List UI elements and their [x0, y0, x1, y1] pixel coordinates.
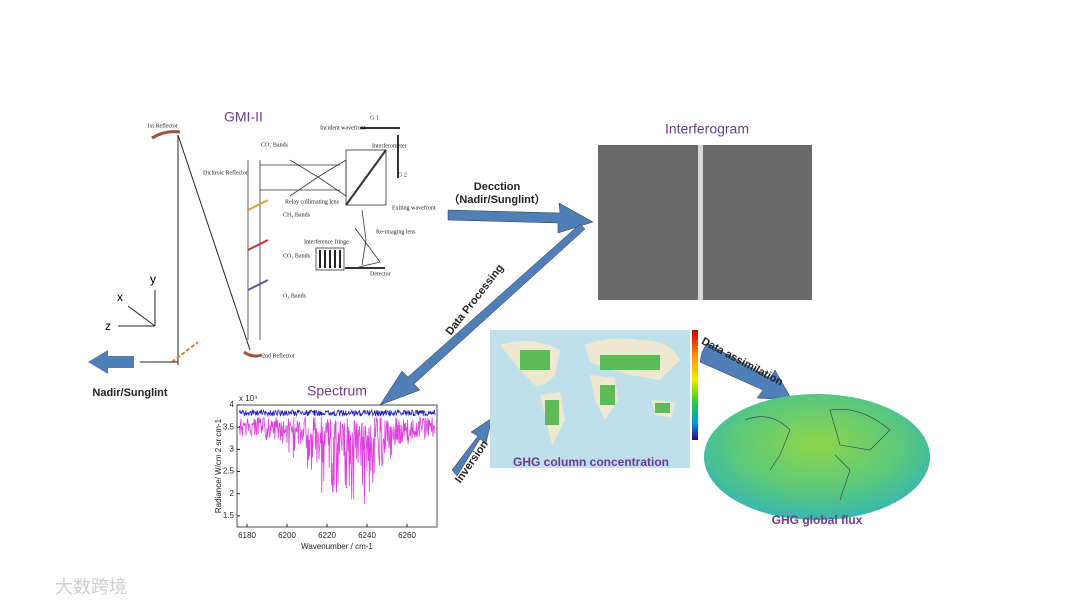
- y-tick-label: 4: [230, 400, 235, 409]
- axis-label: x: [117, 290, 123, 304]
- axis-scale: x 10⁴: [239, 394, 258, 403]
- y-tick-label: 3: [230, 444, 235, 453]
- x-tick-label: 6180: [238, 531, 256, 540]
- x-axis-label: Wavenumber / cm-1: [301, 542, 373, 551]
- label: Dichroic Reflector: [203, 169, 248, 176]
- y-tick-label: 3.5: [223, 422, 235, 431]
- title: GHG column concentration: [513, 455, 669, 469]
- reflector-system: [88, 130, 263, 374]
- label: G 1: [370, 115, 379, 121]
- label: O₂ Bands: [283, 293, 307, 299]
- label: G 2: [398, 172, 407, 178]
- axis-label: y: [150, 272, 156, 286]
- spectrum-curve: [238, 415, 436, 505]
- label: CO₂ Bands: [283, 253, 311, 259]
- colorbar: [692, 330, 698, 440]
- x-tick-label: 6220: [318, 531, 336, 540]
- watermark: 大数跨境: [55, 577, 127, 597]
- title: GHG global flux: [772, 513, 863, 527]
- x-tick-label: 6200: [278, 531, 296, 540]
- label: 2nd Reflector: [262, 352, 295, 359]
- arrow: [379, 223, 586, 406]
- y-axis-label: Radiance/ W/cm 2 sr cm-1: [214, 418, 223, 513]
- label: Detector: [370, 271, 391, 277]
- x-tick-label: 6240: [358, 531, 376, 540]
- y-tick-label: 2.5: [223, 467, 235, 476]
- label: Decction: [474, 181, 521, 193]
- label: Interferometer: [372, 142, 407, 149]
- y-tick-label: 2: [230, 489, 235, 498]
- plot-frame: [236, 404, 438, 528]
- label: CO₂ Bands: [261, 142, 289, 148]
- label: Incident wavefront: [320, 124, 366, 131]
- label: Nadir/Sunglint: [92, 387, 168, 399]
- x-tick-label: 6260: [398, 531, 416, 540]
- observations: [520, 350, 670, 425]
- y-tick-label: 1.5: [223, 511, 235, 520]
- globe: [704, 394, 930, 520]
- label: Exiting wavefront: [392, 204, 436, 211]
- label: Re-imaging lens: [376, 229, 416, 235]
- globe-coastlines: [744, 408, 891, 501]
- label: Relay collimating lens: [285, 199, 340, 205]
- title: GMI-II: [224, 109, 263, 125]
- arrow: [447, 202, 594, 234]
- title: Interferogram: [665, 121, 749, 137]
- fringe-center: [698, 145, 703, 300]
- label: CH₄ Bands: [283, 212, 311, 218]
- label: 1st Reflector: [147, 122, 178, 129]
- label: Interference fringe: [304, 238, 349, 245]
- spectrum-chart: 1.5 2 2.5 3 3.5 4 6180 6200 6220 6240 6260 x 10⁴ Wav…: [214, 394, 438, 551]
- spectrum-curve: [238, 408, 436, 418]
- optics: [247, 127, 400, 340]
- arrow: [451, 417, 493, 477]
- title: Spectrum: [307, 383, 367, 399]
- axis-label: z: [105, 319, 111, 333]
- interferogram-image: [598, 145, 812, 300]
- fringe: [319, 250, 341, 268]
- label: （Nadir/Sunglint）: [448, 193, 545, 206]
